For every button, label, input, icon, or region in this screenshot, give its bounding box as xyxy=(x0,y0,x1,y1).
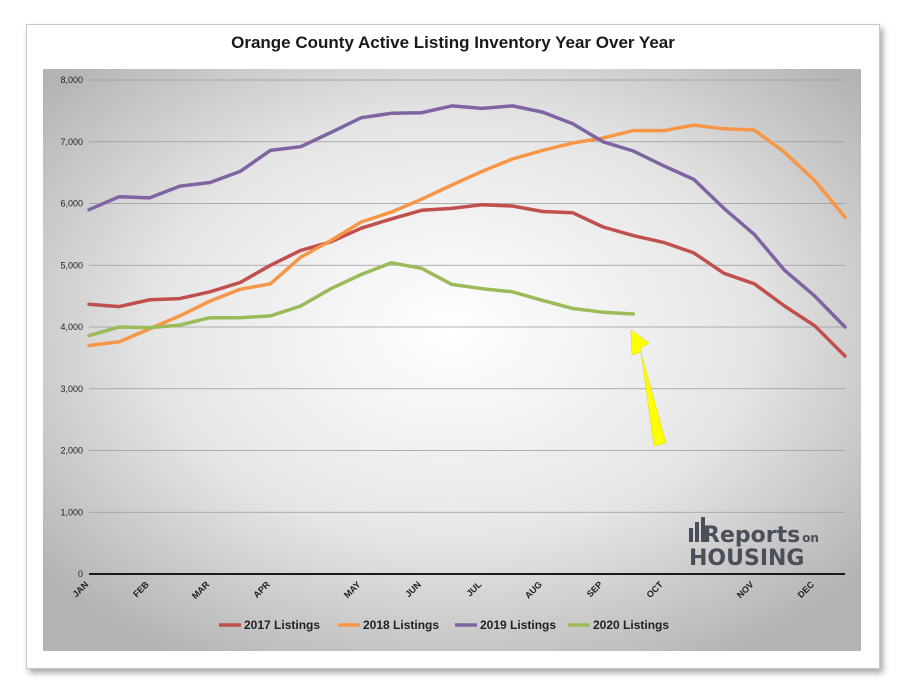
legend-label: 2020 Listings xyxy=(593,618,669,632)
series-line-2020 xyxy=(87,261,636,338)
yellow-arrow-icon xyxy=(630,329,667,447)
series-line-2019 xyxy=(87,104,847,329)
y-axis-ticks: 0 1,000 2,000 3,000 4,000 5,000 6,000 7,000 8,00… xyxy=(60,75,83,579)
y-tick-label: 7,000 xyxy=(60,137,83,147)
legend-item: 2019 Listings xyxy=(455,618,556,632)
y-tick-label: 1,000 xyxy=(60,507,83,517)
legend-label: 2017 Listings xyxy=(244,618,320,632)
y-tick-label: 4,000 xyxy=(60,322,83,332)
logo-line2: HOUSING xyxy=(689,546,804,571)
legend-item: 2018 Listings xyxy=(338,618,439,632)
series-line-2017 xyxy=(87,202,847,358)
series-line-2018 xyxy=(87,123,847,348)
y-tick-label: 3,000 xyxy=(60,384,83,394)
y-tick-label: 2,000 xyxy=(60,446,83,456)
annotation-arrow xyxy=(630,329,667,447)
legend-label: 2019 Listings xyxy=(480,618,556,632)
chart-frame: Orange County Active Listing Inventory Y… xyxy=(26,24,880,669)
y-tick-label: 0 xyxy=(78,569,83,579)
y-tick-label: 5,000 xyxy=(60,260,83,270)
logo-mark-icon xyxy=(689,517,705,542)
reports-on-housing-logo: Reports on HOUSING xyxy=(689,517,819,571)
logo-line1: Reports on xyxy=(703,523,819,548)
gridlines xyxy=(89,79,845,575)
legend-item: 2020 Listings xyxy=(568,618,669,632)
legend: 2017 Listings 2018 Listings 2019 Listings 2… xyxy=(219,618,669,632)
legend-label: 2018 Listings xyxy=(363,618,439,632)
y-tick-label: 6,000 xyxy=(60,199,83,209)
chart-canvas: 0 1,000 2,000 3,000 4,000 5,000 6,000 7,000 8,00… xyxy=(43,69,861,651)
chart-title: Orange County Active Listing Inventory Y… xyxy=(231,33,675,52)
y-tick-label: 8,000 xyxy=(60,75,83,85)
plot-background xyxy=(43,69,861,651)
legend-item: 2017 Listings xyxy=(219,618,320,632)
series-lines xyxy=(87,104,847,358)
